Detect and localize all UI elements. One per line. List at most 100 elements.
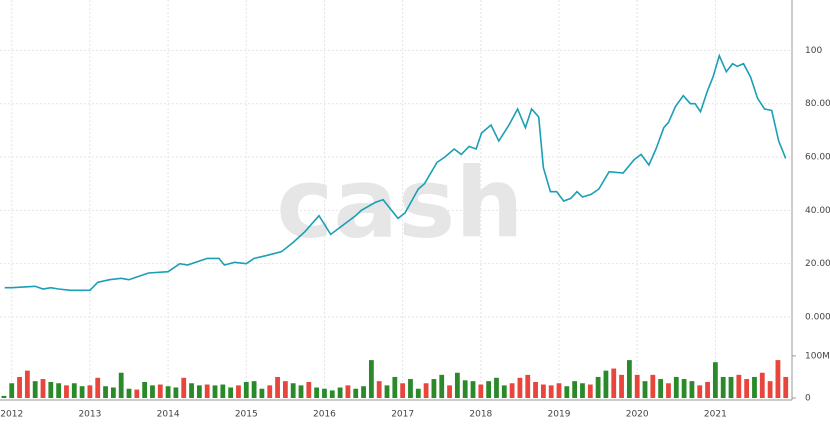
volume-bar (314, 387, 320, 398)
volume-bar (243, 382, 249, 398)
volume-bar (392, 376, 398, 398)
volume-bar (71, 383, 77, 398)
volume-bar (282, 381, 288, 398)
volume-bar (564, 386, 570, 398)
volume-bar (150, 385, 155, 398)
volume-bar (626, 360, 632, 398)
x-tick-label: 2015 (235, 410, 258, 420)
volume-bar (673, 376, 679, 398)
x-tick-label: 2019 (548, 410, 571, 420)
volume-bar (400, 383, 406, 398)
volume-bar (298, 385, 304, 398)
x-tick-label: 2014 (157, 410, 180, 420)
x-tick-label: 2018 (469, 410, 492, 420)
volume-bar (548, 385, 554, 398)
volume-bar (509, 383, 515, 398)
volume-bar (642, 381, 648, 398)
volume-tick-label: 100M (805, 351, 830, 361)
volume-bar (595, 376, 601, 398)
volume-bar (767, 381, 773, 398)
volume-bar (9, 383, 15, 398)
volume-bar (470, 381, 476, 398)
volume-bar (650, 374, 656, 398)
volume-bar (236, 385, 241, 398)
volume-bar (783, 376, 789, 398)
volume-bar (17, 376, 22, 398)
volume-bar (32, 381, 38, 398)
volume-bar (681, 379, 687, 398)
volume-bar (220, 384, 226, 398)
volume-bar (728, 376, 734, 398)
volume-bar (494, 377, 499, 398)
volume-bar (744, 379, 750, 398)
volume-bar (118, 372, 124, 398)
volume-bar (103, 386, 108, 398)
volume-bar (752, 376, 757, 398)
volume-bar (259, 388, 265, 398)
volume-bar (267, 385, 273, 398)
volume-bar (611, 368, 617, 398)
volume-bar (439, 374, 445, 398)
volume-bar (1, 395, 7, 398)
watermark: cash (276, 147, 523, 259)
volume-bar (134, 389, 140, 398)
volume-bar (204, 384, 210, 398)
volume-bar (56, 383, 62, 398)
y-tick-label: 0.0000 (805, 313, 830, 323)
volume-bar (712, 362, 718, 398)
volume-bar (173, 387, 179, 398)
volume-bar (212, 385, 218, 398)
volume-bar (540, 384, 546, 398)
x-tick-label: 2017 (391, 410, 414, 420)
volume-bar (290, 383, 296, 398)
volume-bar (87, 385, 93, 398)
volume-bar (228, 387, 234, 398)
volume-bar (666, 383, 671, 398)
volume-bar (431, 379, 437, 398)
volume-bar (720, 376, 726, 398)
volume-bar (126, 388, 132, 398)
volume-bar (501, 385, 507, 398)
volume-bar (603, 370, 609, 398)
volume-bar (157, 384, 163, 398)
volume-bar (525, 374, 531, 398)
volume-tick-label: 0 (805, 394, 811, 404)
volume-bar (79, 386, 85, 398)
volume-bar (705, 382, 710, 398)
y-tick-label: 20.00 (805, 259, 830, 269)
y-tick-label: 60.00 (805, 153, 830, 163)
volume-bar (486, 381, 492, 398)
volume-bar (275, 376, 280, 398)
volume-bar (181, 377, 187, 398)
volume-bar (345, 385, 351, 398)
x-tick-label: 2021 (704, 410, 727, 420)
volume-bar (48, 382, 54, 398)
volume-bar (329, 390, 335, 398)
volume-bar (634, 374, 640, 398)
volume-bar (361, 386, 366, 398)
volume-bar (251, 381, 257, 398)
volume-bar (165, 386, 171, 398)
volume-bar (556, 383, 562, 398)
volume-bar (478, 384, 484, 398)
volume-bar (572, 381, 578, 398)
volume-bar (408, 379, 413, 398)
volume-bar (658, 379, 664, 398)
volume-bar (196, 385, 202, 398)
volume-bar (454, 372, 460, 398)
volume-bar (376, 381, 382, 398)
volume-bar (759, 372, 765, 398)
volume-bar (142, 382, 148, 398)
y-tick-label: 80.00 (805, 99, 830, 109)
volume-bar (619, 374, 624, 398)
volume-bar (689, 381, 695, 398)
volume-bar (322, 388, 327, 398)
volume-bar (353, 388, 359, 398)
volume-bar (736, 374, 742, 398)
volume-bar (697, 385, 703, 398)
volume-bar (368, 360, 374, 398)
x-tick-label: 2020 (626, 410, 649, 420)
x-tick-label: 2016 (313, 410, 336, 420)
price-line (4, 53, 787, 292)
